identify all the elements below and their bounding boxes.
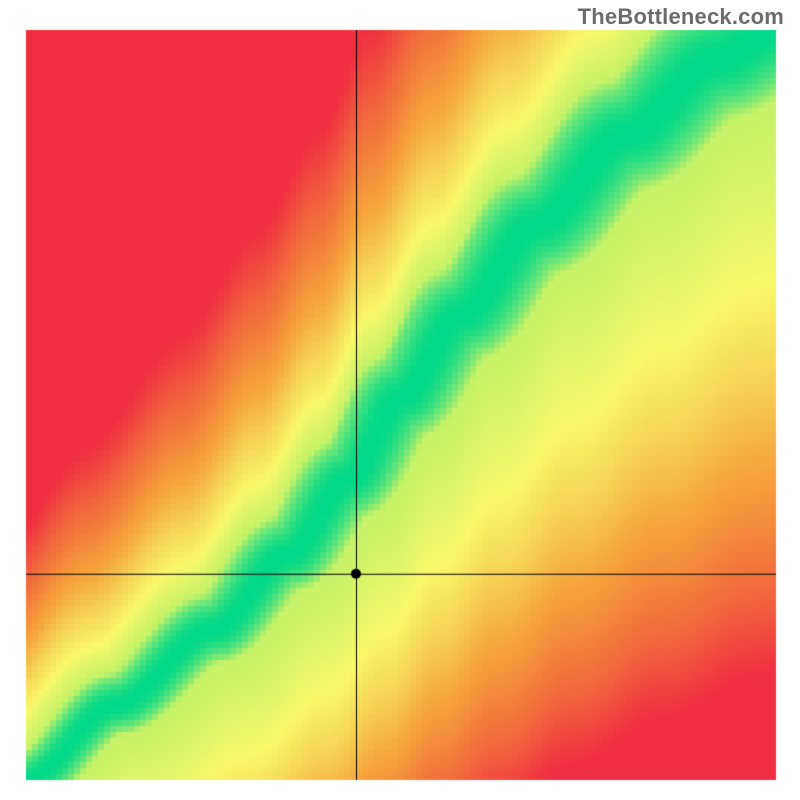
heatmap-canvas <box>0 0 800 800</box>
chart-container: TheBottleneck.com <box>0 0 800 800</box>
watermark-text: TheBottleneck.com <box>578 4 784 30</box>
